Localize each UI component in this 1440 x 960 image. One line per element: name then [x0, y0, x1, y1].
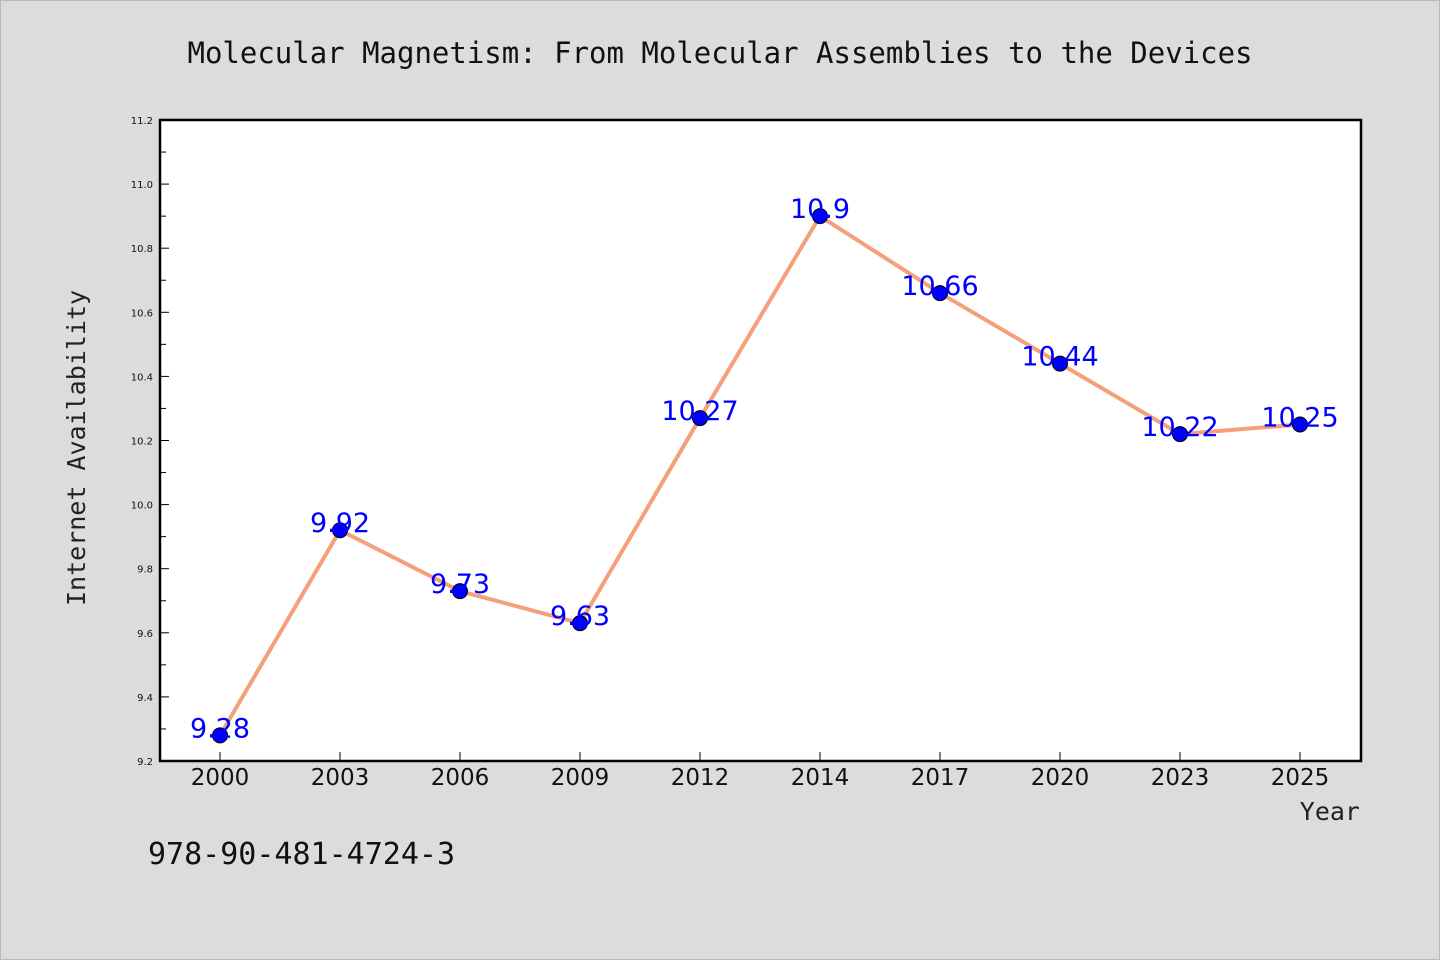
y-tick-label: 11.2 [131, 116, 153, 127]
y-tick-label: 10.0 [131, 501, 153, 512]
x-tick-label: 2017 [911, 765, 970, 791]
y-tick-label: 9.8 [137, 565, 153, 576]
x-tick-label: 2020 [1031, 765, 1090, 791]
data-point-marker [1172, 426, 1188, 443]
data-point-marker [452, 583, 468, 600]
data-point-marker [332, 522, 348, 539]
data-labels: 9.28 9.92 9.73 9.63 10.27 10.9 10.66 10.44 10.22… [190, 194, 1339, 744]
y-axis-label: Internet Availability [62, 290, 91, 606]
y-tick-label: 9.6 [137, 629, 153, 640]
y-tick-label: 10.4 [131, 372, 153, 383]
x-tick-label: 2006 [431, 765, 490, 791]
x-axis: 2000 2003 2006 2009 2012 2014 2017 2020 2023 2025 [191, 752, 1330, 791]
x-tick-label: 2000 [191, 765, 250, 791]
x-tick-label: 2014 [791, 765, 850, 791]
chart-title: Molecular Magnetism: From Molecular Asse… [187, 36, 1252, 70]
data-label: 10.9 [790, 194, 850, 225]
data-label: 9.73 [430, 569, 490, 600]
data-label: 10.66 [901, 271, 978, 302]
data-label: 10.22 [1141, 412, 1218, 443]
y-tick-label: 10.8 [131, 244, 153, 255]
data-label: 10.27 [661, 396, 738, 427]
x-tick-label: 2009 [551, 765, 610, 791]
data-point-marker [692, 410, 708, 427]
data-point-marker [1052, 355, 1068, 372]
data-point-marker [1292, 416, 1308, 433]
data-point-marker [572, 615, 588, 632]
x-tick-label: 2023 [1151, 765, 1210, 791]
x-tick-label: 2025 [1271, 765, 1330, 791]
y-tick-label: 9.2 [137, 757, 153, 768]
x-tick-label: 2003 [311, 765, 370, 791]
plot-area [158, 118, 1363, 763]
data-label: 9.92 [310, 508, 370, 539]
data-label: 9.63 [550, 601, 610, 632]
data-label: 10.44 [1021, 342, 1098, 373]
series-line [218, 214, 1301, 737]
y-tick-label: 10.6 [131, 308, 153, 319]
data-point-marker [932, 285, 948, 302]
y-tick-label: 9.4 [137, 693, 153, 704]
y-axis: 9.2 9.4 9.6 9.8 10.0 10.2 10.4 10.6 10.8 11.0 11.2 [131, 116, 169, 768]
data-point-marker [212, 727, 228, 744]
data-point-marker [812, 208, 828, 225]
series-markers [212, 208, 1308, 744]
x-tick-label: 2012 [671, 765, 730, 791]
data-label: 9.28 [190, 713, 250, 744]
y-tick-label: 10.2 [131, 437, 153, 448]
isbn-annotation: 978-90-481-4724-3 [148, 837, 455, 872]
x-axis-label: Year [1300, 797, 1360, 826]
y-tick-label: 11.0 [131, 180, 153, 191]
data-label: 10.25 [1261, 402, 1338, 433]
